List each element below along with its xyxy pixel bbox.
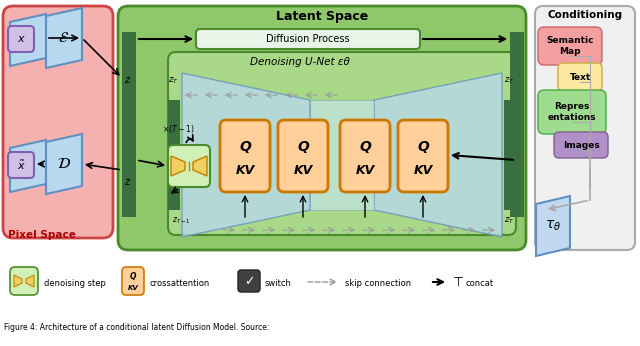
Text: $z$: $z$ [124, 75, 132, 85]
Text: $\mathcal{E}$: $\mathcal{E}$ [58, 30, 70, 46]
Text: Text: Text [570, 73, 591, 82]
Polygon shape [310, 100, 374, 210]
Text: denoising step: denoising step [44, 279, 106, 288]
Text: Repres
entations: Repres entations [548, 102, 596, 122]
Text: $\mathcal{D}$: $\mathcal{D}$ [57, 156, 71, 172]
Bar [510, 32, 524, 217]
FancyBboxPatch shape [278, 120, 328, 192]
FancyBboxPatch shape [168, 145, 210, 187]
Text: Latent Space: Latent Space [276, 10, 368, 23]
Text: ⊤: ⊤ [453, 275, 464, 289]
FancyBboxPatch shape [220, 120, 270, 192]
FancyBboxPatch shape [122, 267, 144, 295]
Text: concat: concat [465, 279, 493, 288]
Text: Q: Q [130, 272, 136, 281]
FancyBboxPatch shape [535, 6, 635, 250]
Text: $\tau_\theta$: $\tau_\theta$ [545, 219, 561, 233]
Text: $z_{T-1}$: $z_{T-1}$ [172, 215, 191, 226]
FancyBboxPatch shape [554, 132, 608, 158]
Text: Denoising U-Net εθ: Denoising U-Net εθ [250, 57, 350, 67]
FancyBboxPatch shape [168, 52, 516, 235]
Text: Q: Q [239, 140, 251, 154]
Text: $\tilde{x}$: $\tilde{x}$ [17, 158, 26, 172]
Text: Images: Images [563, 140, 600, 149]
Text: KV: KV [293, 164, 312, 176]
Text: $z$: $z$ [124, 177, 132, 187]
FancyBboxPatch shape [196, 29, 420, 49]
Text: Semantic
Map: Semantic Map [547, 36, 594, 56]
Bar [504, 100, 516, 210]
Text: Q: Q [297, 140, 309, 154]
Text: $z_T$: $z_T$ [504, 215, 515, 226]
Text: Diffusion Process: Diffusion Process [266, 34, 350, 44]
Text: $\times(T-1)$: $\times(T-1)$ [162, 123, 195, 135]
FancyBboxPatch shape [238, 270, 260, 292]
Polygon shape [182, 73, 310, 237]
Text: $z_T$: $z_T$ [168, 76, 178, 86]
FancyBboxPatch shape [10, 267, 38, 295]
Polygon shape [46, 8, 82, 68]
Text: KV: KV [236, 164, 255, 176]
Text: $x$: $x$ [17, 34, 26, 44]
Polygon shape [46, 134, 82, 194]
Text: ✓: ✓ [244, 275, 254, 289]
Polygon shape [374, 73, 502, 237]
Text: Conditioning: Conditioning [547, 10, 623, 20]
Text: Pixel Space: Pixel Space [8, 230, 76, 240]
Text: KV: KV [413, 164, 433, 176]
FancyBboxPatch shape [3, 6, 113, 238]
FancyBboxPatch shape [8, 152, 34, 178]
FancyBboxPatch shape [8, 26, 34, 52]
Polygon shape [14, 275, 22, 287]
Text: Q: Q [359, 140, 371, 154]
Bar [122, 32, 136, 217]
FancyBboxPatch shape [340, 120, 390, 192]
Polygon shape [26, 275, 34, 287]
Text: crossattention: crossattention [150, 279, 211, 288]
Text: KV: KV [127, 285, 138, 291]
Polygon shape [10, 14, 46, 66]
Text: $z_T$: $z_T$ [504, 76, 515, 86]
FancyBboxPatch shape [398, 120, 448, 192]
Polygon shape [171, 156, 185, 176]
FancyBboxPatch shape [538, 90, 606, 134]
Bar [168, 100, 180, 210]
FancyBboxPatch shape [538, 27, 602, 65]
Polygon shape [10, 140, 46, 192]
Text: Figure 4: Architecture of a conditional latent Diffusion Model. Source:: Figure 4: Architecture of a conditional … [4, 323, 269, 332]
Polygon shape [193, 156, 207, 176]
Text: Q: Q [417, 140, 429, 154]
FancyBboxPatch shape [118, 6, 526, 250]
Text: skip connection: skip connection [345, 279, 411, 288]
FancyBboxPatch shape [558, 63, 602, 91]
Text: KV: KV [355, 164, 374, 176]
Text: switch: switch [265, 279, 292, 288]
Polygon shape [536, 196, 570, 256]
